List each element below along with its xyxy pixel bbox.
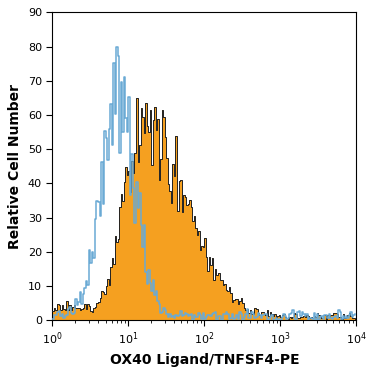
X-axis label: OX40 Ligand/TNFSF4-PE: OX40 Ligand/TNFSF4-PE xyxy=(110,352,299,367)
Y-axis label: Relative Cell Number: Relative Cell Number xyxy=(8,84,22,249)
